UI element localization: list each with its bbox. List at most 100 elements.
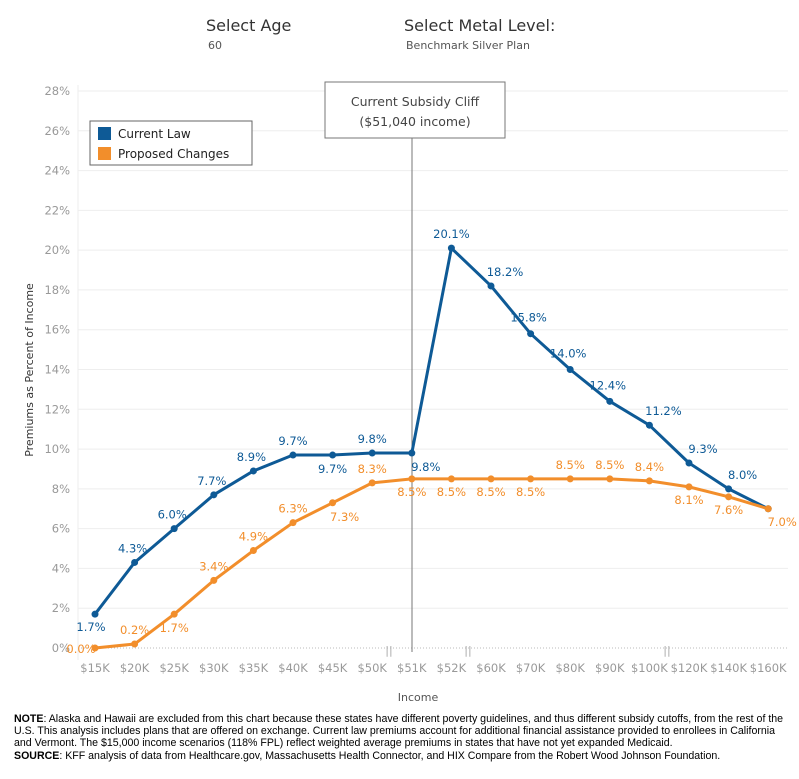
x-tick-label: $50K (357, 661, 387, 675)
current-law-data-label: 7.7% (197, 474, 226, 488)
x-tick-label: $20K (120, 661, 150, 675)
proposed-point[interactable] (368, 479, 376, 487)
proposed-point[interactable] (289, 519, 297, 527)
current-law-point[interactable] (289, 451, 297, 459)
proposed-point[interactable] (408, 475, 416, 483)
current-law-point[interactable] (725, 485, 733, 493)
x-tick-label: $70K (516, 661, 546, 675)
proposed-data-label: 8.5% (516, 485, 545, 499)
proposed-point[interactable] (725, 493, 733, 501)
y-tick-label: 6% (52, 522, 70, 536)
current-law-point[interactable] (210, 491, 218, 499)
proposed-data-label: 8.4% (635, 460, 664, 474)
proposed-point[interactable] (487, 475, 495, 483)
proposed-data-label: 4.9% (239, 530, 268, 544)
current-law-data-label: 9.3% (688, 442, 717, 456)
footnote: NOTE: Alaska and Hawaii are excluded fro… (14, 713, 789, 762)
current-law-point[interactable] (249, 467, 257, 475)
proposed-data-label: 3.4% (199, 559, 228, 573)
x-tick-label: $40K (278, 661, 308, 675)
source-text: SOURCE: KFF analysis of data from Health… (14, 750, 789, 762)
current-law-point[interactable] (131, 558, 139, 566)
proposed-data-label: 8.5% (397, 485, 426, 499)
age-filter-value[interactable]: 60 (208, 39, 222, 52)
note-text: NOTE: Alaska and Hawaii are excluded fro… (14, 713, 789, 750)
current-law-data-label: 20.1% (433, 227, 470, 241)
proposed-point[interactable] (645, 477, 653, 485)
current-law-data-label: 8.0% (728, 468, 757, 482)
current-law-data-label: 6.0% (158, 508, 187, 522)
y-axis-label: Premiums as Percent of Income (23, 283, 36, 457)
y-tick-label: 16% (44, 323, 70, 337)
proposed-point[interactable] (764, 505, 772, 513)
current-law-point[interactable] (487, 282, 495, 290)
x-tick-label: $140K (710, 661, 747, 675)
axis-break-marker: || (464, 644, 471, 657)
proposed-point[interactable] (685, 483, 693, 491)
y-tick-label: 10% (44, 442, 70, 456)
current-law-data-label: 4.3% (118, 541, 147, 555)
current-law-point[interactable] (368, 449, 376, 457)
current-law-point[interactable] (170, 525, 178, 533)
current-law-point[interactable] (408, 449, 416, 457)
y-tick-label: 14% (44, 363, 70, 377)
proposed-line (94, 477, 769, 650)
current-law-point[interactable] (606, 397, 614, 405)
proposed-data-label: 7.0% (768, 515, 797, 529)
proposed-point[interactable] (606, 475, 614, 483)
proposed-data-label: 8.5% (556, 458, 585, 472)
proposed-point[interactable] (447, 475, 455, 483)
x-tick-label: $160K (750, 661, 787, 675)
proposed-point[interactable] (329, 499, 337, 507)
x-tick-label: $100K (631, 661, 668, 675)
proposed-point[interactable] (170, 610, 178, 618)
proposed-data-label: 0.2% (120, 623, 149, 637)
current-law-point[interactable] (91, 610, 99, 618)
proposed-point[interactable] (210, 576, 218, 584)
age-filter-label: Select Age (206, 16, 292, 35)
current-law-point[interactable] (527, 330, 535, 338)
current-law-point[interactable] (685, 459, 693, 467)
metal-filter-label: Select Metal Level: (404, 16, 556, 35)
x-tick-label: $35K (239, 661, 269, 675)
x-tick-label: $51K (397, 661, 427, 675)
proposed-point[interactable] (566, 475, 574, 483)
legend-swatch-proposed (98, 147, 111, 160)
x-tick-label: $15K (80, 661, 110, 675)
legend-label-current-law: Current Law (118, 127, 191, 141)
x-tick-label: $80K (555, 661, 585, 675)
y-tick-label: 18% (44, 283, 70, 297)
current-law-point[interactable] (566, 366, 574, 373)
current-law-data-label: 9.8% (358, 432, 387, 446)
current-law-data-label: 9.7% (278, 434, 307, 448)
y-tick-label: 0% (52, 641, 70, 655)
x-tick-label: $60K (476, 661, 506, 675)
callout-line1: Current Subsidy Cliff (351, 94, 480, 109)
line-chart: 0% 2% 4% 6% 8% 10% 12% 14% 16% 18% 20% 22% 24% 26% 28%… (23, 81, 797, 704)
y-tick-label: 22% (44, 203, 70, 217)
current-law-data-label: 8.9% (237, 450, 266, 464)
x-axis-label: Income (398, 691, 439, 704)
y-tick-label: 28% (44, 84, 70, 98)
proposed-data-label: 0.0% (66, 642, 95, 656)
y-tick-label: 12% (44, 402, 70, 416)
note-body: : Alaska and Hawaii are excluded from th… (14, 713, 784, 750)
y-tick-label: 20% (44, 243, 70, 257)
proposed-data-label: 7.6% (714, 503, 743, 517)
source-label: SOURCE (14, 749, 60, 762)
current-law-point[interactable] (447, 244, 455, 252)
y-tick-label: 26% (44, 124, 70, 138)
current-law-data-label: 11.2% (645, 404, 682, 418)
proposed-point[interactable] (131, 640, 139, 648)
proposed-point[interactable] (91, 644, 99, 652)
current-law-line (93, 246, 769, 616)
note-label: NOTE (14, 713, 44, 725)
x-tick-label: $120K (671, 661, 708, 675)
proposed-data-label: 6.3% (278, 502, 307, 516)
proposed-point[interactable] (249, 547, 257, 555)
metal-filter-value[interactable]: Benchmark Silver Plan (406, 39, 530, 52)
current-law-point[interactable] (329, 451, 337, 459)
legend-label-proposed: Proposed Changes (118, 147, 229, 161)
proposed-point[interactable] (527, 475, 535, 483)
current-law-point[interactable] (645, 421, 653, 429)
